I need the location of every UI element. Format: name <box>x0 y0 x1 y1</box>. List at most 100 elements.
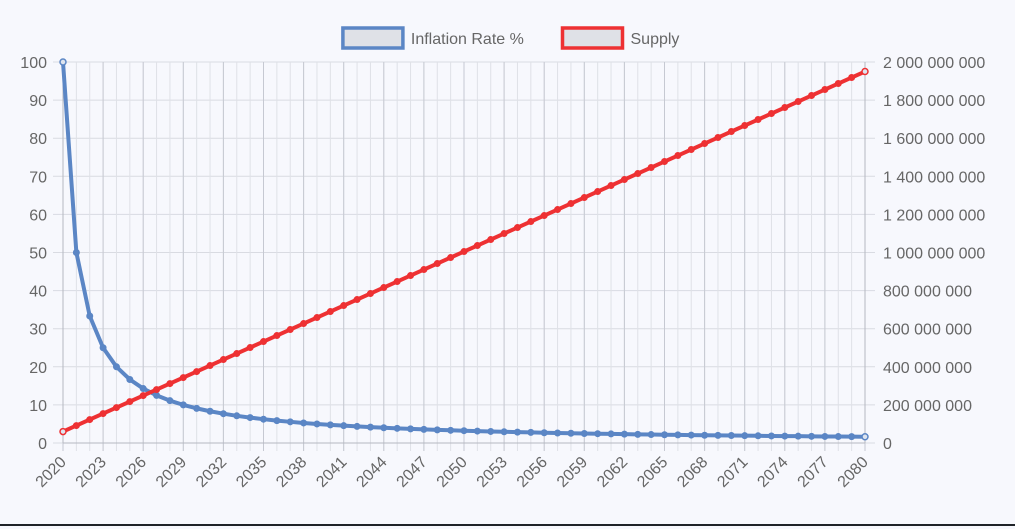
data-point <box>594 430 602 438</box>
data-point <box>139 385 147 393</box>
y-right-tick-label: 1 400 000 000 <box>883 169 985 186</box>
data-point <box>620 176 628 184</box>
data-point <box>393 278 401 286</box>
data-point <box>219 410 227 418</box>
x-tick-label: 2071 <box>714 454 751 491</box>
data-point <box>139 392 147 400</box>
data-point <box>99 410 107 418</box>
data-point <box>420 266 428 274</box>
y-right-tick-label: 800 000 000 <box>883 284 972 301</box>
x-tick-label: 2074 <box>754 454 791 491</box>
y-left-tick-label: 10 <box>29 398 47 415</box>
data-point <box>353 296 361 304</box>
y-right-tick-label: 1 000 000 000 <box>883 246 985 263</box>
data-point <box>286 326 294 334</box>
data-point <box>848 433 856 441</box>
data-point <box>300 419 308 427</box>
data-point <box>300 320 308 328</box>
data-point <box>273 332 281 340</box>
data-point <box>487 236 495 244</box>
y-left-tick-label: 80 <box>29 131 47 148</box>
data-point <box>366 423 374 431</box>
data-point <box>540 212 548 220</box>
data-point <box>487 427 495 435</box>
data-point <box>86 312 94 320</box>
data-point <box>407 425 415 433</box>
data-point <box>834 80 842 88</box>
data-point <box>848 74 856 82</box>
data-point <box>380 284 388 292</box>
data-point <box>153 391 161 399</box>
data-point <box>166 380 174 388</box>
data-point <box>767 432 775 440</box>
data-point <box>179 401 187 409</box>
data-point <box>112 363 120 371</box>
data-point <box>500 428 508 436</box>
x-tick-label: 2032 <box>193 454 230 491</box>
data-point <box>661 431 668 439</box>
data-point <box>193 404 201 412</box>
y-right-tick-label: 400 000 000 <box>883 360 972 377</box>
data-point <box>206 362 214 370</box>
data-point <box>687 431 695 439</box>
data-point <box>393 424 401 432</box>
data-point <box>513 428 521 436</box>
x-tick-label: 2047 <box>394 454 431 491</box>
series-inflation-rate <box>59 58 869 441</box>
data-point <box>153 386 161 394</box>
data-point <box>580 194 588 202</box>
data-point <box>580 429 588 437</box>
data-point <box>687 146 695 154</box>
data-point <box>821 432 829 440</box>
data-point <box>206 407 214 415</box>
data-point <box>447 426 455 434</box>
x-tick-label: 2035 <box>233 454 270 491</box>
data-point <box>59 58 67 66</box>
y-right-tick-label: 0 <box>883 436 892 453</box>
x-tick-label: 2038 <box>273 454 310 491</box>
data-point <box>540 429 548 437</box>
legend-label: Inflation Rate % <box>411 31 524 48</box>
data-point <box>126 375 134 383</box>
data-point <box>166 397 174 405</box>
data-point <box>219 356 227 364</box>
data-point <box>420 425 428 433</box>
data-point <box>861 67 869 76</box>
data-point <box>808 92 816 100</box>
data-point <box>273 417 281 425</box>
data-point <box>86 416 94 424</box>
data-point <box>460 248 468 256</box>
data-point <box>821 86 829 94</box>
data-point <box>313 420 321 428</box>
y-left-tick-label: 30 <box>29 322 47 339</box>
y-right-tick-label: 2 000 000 000 <box>883 55 985 72</box>
legend-swatch <box>560 26 625 50</box>
data-point <box>794 98 802 106</box>
x-tick-label: 2023 <box>73 454 110 491</box>
data-point <box>794 432 802 440</box>
x-tick-label: 2077 <box>795 454 832 491</box>
data-point <box>567 429 575 437</box>
data-point <box>647 431 655 439</box>
data-point <box>727 128 735 136</box>
data-point <box>754 116 762 124</box>
data-point <box>460 427 468 435</box>
data-point <box>246 344 254 352</box>
data-point <box>353 422 361 430</box>
data-point <box>233 412 241 420</box>
data-point <box>714 134 722 142</box>
data-point <box>714 431 722 439</box>
x-tick-label: 2080 <box>835 454 872 491</box>
data-point <box>834 433 842 441</box>
y-left-tick-label: 70 <box>29 169 47 186</box>
data-point <box>513 224 521 232</box>
x-tick-label: 2065 <box>634 454 671 491</box>
x-tick-label: 2053 <box>474 454 511 491</box>
data-point <box>340 422 348 430</box>
data-point <box>72 422 80 430</box>
data-point <box>193 368 201 376</box>
data-point <box>500 230 508 238</box>
data-point <box>567 200 575 208</box>
data-point <box>286 418 294 426</box>
